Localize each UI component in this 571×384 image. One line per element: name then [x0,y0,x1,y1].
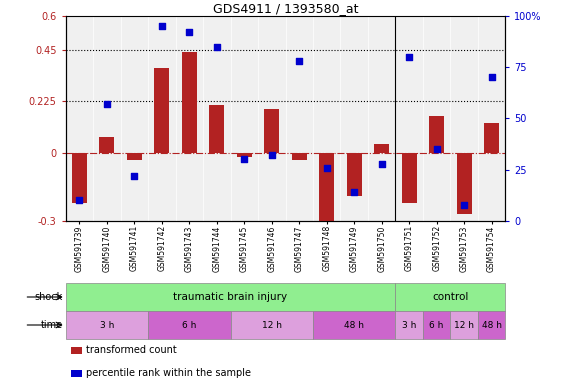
Bar [292,153,307,159]
Title: GDS4911 / 1393580_at: GDS4911 / 1393580_at [213,2,358,15]
Bar [127,153,142,159]
Bar [347,153,362,196]
Point [130,173,139,179]
Bar [237,153,252,157]
Bar [319,153,334,225]
Text: time: time [41,320,63,330]
Point [487,74,496,81]
Point [185,29,194,35]
Bar [66,311,148,339]
Text: 3 h: 3 h [100,321,114,329]
Bar [182,53,197,153]
Text: 6 h: 6 h [182,321,196,329]
Point [377,161,386,167]
Point [322,165,331,171]
Text: shock: shock [35,292,63,302]
Bar [457,153,472,214]
Bar [395,283,505,311]
Point [405,54,414,60]
Bar [478,311,505,339]
Point [349,189,359,195]
Bar [395,311,423,339]
Text: control: control [432,292,469,302]
Point [75,197,84,204]
Point [267,152,276,159]
Text: transformed count: transformed count [86,345,176,355]
Point [102,101,111,107]
Bar [401,153,417,203]
Bar [99,137,114,153]
Text: 12 h: 12 h [262,321,282,329]
Bar [484,123,499,153]
Point [240,156,249,162]
Bar [72,153,87,203]
Bar [451,311,478,339]
Bar [374,144,389,153]
Text: 3 h: 3 h [402,321,416,329]
Bar [231,311,313,339]
Bar [66,283,395,311]
Bar [264,109,279,153]
Bar [429,116,444,153]
Bar [423,311,451,339]
Text: 48 h: 48 h [344,321,364,329]
Bar [313,311,395,339]
Point [295,58,304,64]
Point [460,202,469,208]
Text: 6 h: 6 h [429,321,444,329]
Text: 12 h: 12 h [454,321,474,329]
Point [157,23,166,29]
Point [432,146,441,152]
Bar [154,68,170,153]
Bar [148,311,231,339]
Bar [209,105,224,153]
Text: percentile rank within the sample: percentile rank within the sample [86,368,251,378]
Text: 48 h: 48 h [481,321,501,329]
Point [212,44,222,50]
Text: traumatic brain injury: traumatic brain injury [174,292,288,302]
